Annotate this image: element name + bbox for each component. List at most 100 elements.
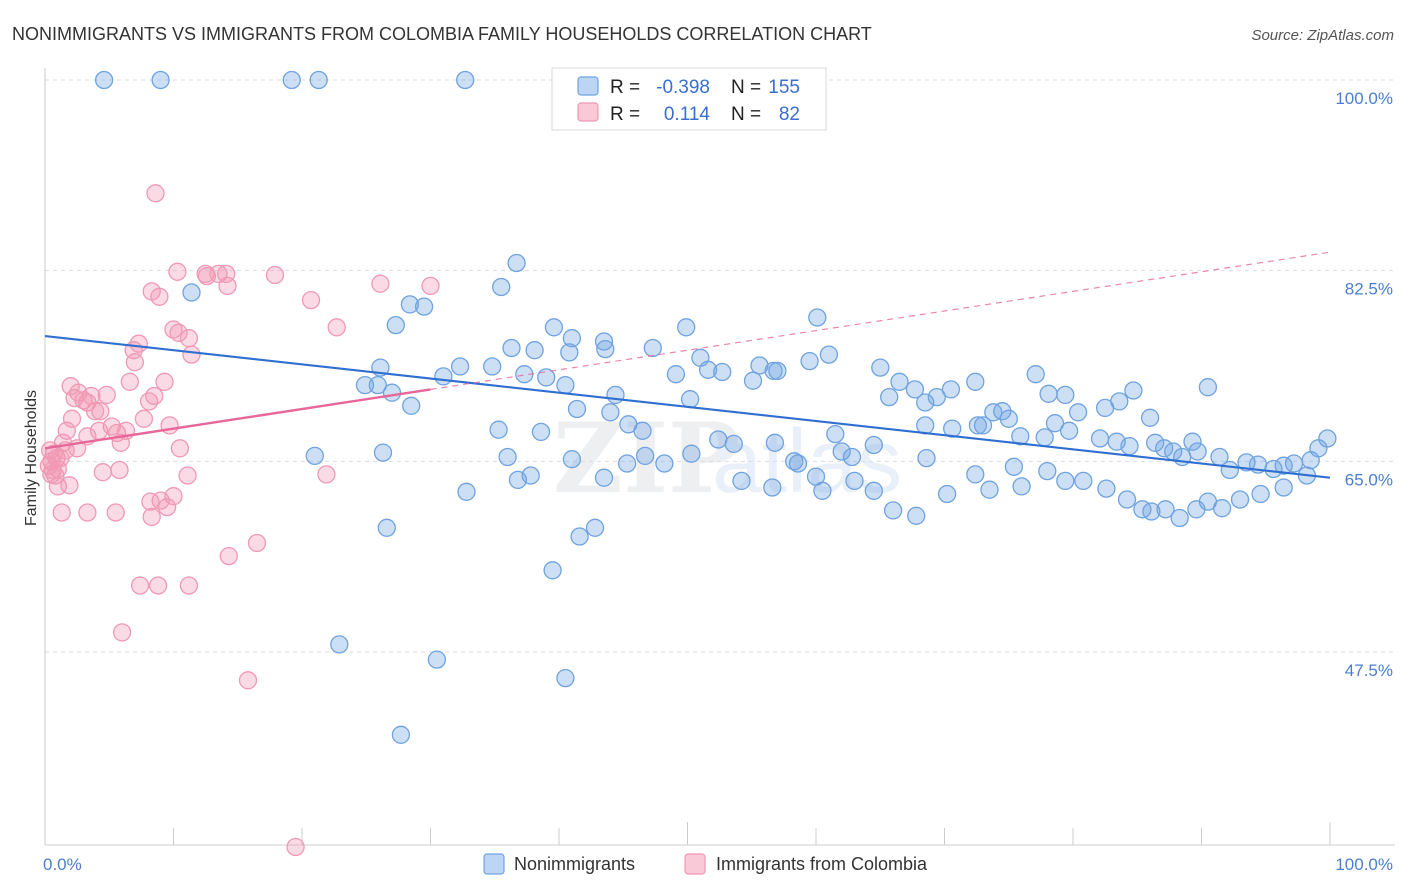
legend-label-nonimmigrants: Nonimmigrants bbox=[514, 854, 635, 874]
immigrant-point-65 bbox=[164, 487, 183, 506]
nonimmigrant-point-115 bbox=[1012, 477, 1031, 496]
y-tick-labels: 47.5% 65.0% 82.5% 100.0% bbox=[1335, 89, 1393, 680]
immigrant-point-72 bbox=[130, 576, 150, 595]
nonimmigrant-point-47 bbox=[966, 372, 985, 391]
nonimmigrant-point-144 bbox=[806, 467, 826, 486]
y-axis-label: Family Households bbox=[23, 390, 40, 526]
immigrant-point-64 bbox=[157, 497, 177, 517]
watermark-atlas: atlas bbox=[712, 412, 902, 512]
nonimmigrant-point-108 bbox=[864, 481, 883, 500]
legend-swatch-immigrants bbox=[684, 853, 706, 875]
immigrant-point-74 bbox=[179, 576, 199, 595]
nonimmigrant-point-155 bbox=[391, 725, 411, 744]
nonimmigrant-point-146 bbox=[864, 435, 883, 455]
nonimmigrant-point-58 bbox=[999, 409, 1018, 428]
nonimmigrant-point-67 bbox=[1035, 428, 1054, 447]
nonimmigrant-point-132 bbox=[305, 446, 324, 466]
nonimmigrant-point-94 bbox=[489, 420, 508, 439]
nonimmigrant-point-150 bbox=[585, 518, 605, 537]
nonimmigrant-point-36 bbox=[743, 371, 763, 390]
nonimmigrant-point-56 bbox=[1198, 378, 1218, 397]
nonimmigrant-point-99 bbox=[655, 454, 674, 473]
nonimmigrant-point-135 bbox=[402, 396, 421, 415]
x-tick-label-1: 100.0% bbox=[1335, 855, 1393, 874]
immigrant-point-49 bbox=[209, 264, 228, 284]
nonimmigrant-point-153 bbox=[427, 650, 447, 669]
nonimmigrant-point-119 bbox=[1097, 479, 1116, 498]
immigrant-point-24 bbox=[97, 385, 116, 405]
immigrant-point-68 bbox=[78, 503, 97, 522]
x-tick-labels: 0.0% 100.0% bbox=[43, 855, 1393, 874]
nonimmigrant-point-93 bbox=[567, 399, 587, 419]
nonimmigrant-point-101 bbox=[617, 454, 637, 473]
nonimmigrant-point-130 bbox=[1274, 478, 1293, 497]
immigrant-point-58 bbox=[93, 463, 112, 482]
nonimmigrant-point-2 bbox=[282, 70, 301, 90]
nonimmigrant-point-66 bbox=[1059, 421, 1079, 440]
nonimmigrant-point-61 bbox=[973, 416, 993, 435]
stats-r-value-1: -0.398 bbox=[656, 77, 710, 98]
nonimmigrant-point-57 bbox=[1011, 427, 1030, 446]
nonimmigrant-point-148 bbox=[377, 518, 396, 537]
trend-line-nonimmigrants bbox=[44, 334, 1331, 479]
immigrant-point-15 bbox=[62, 409, 82, 428]
nonimmigrant-point-123 bbox=[1156, 500, 1175, 519]
nonimmigrant-point-152 bbox=[330, 635, 349, 654]
immigrant-point-36 bbox=[155, 372, 174, 391]
immigrant-point-66 bbox=[142, 507, 161, 527]
immigrant-point-77 bbox=[112, 623, 132, 642]
nonimmigrant-point-48 bbox=[1026, 365, 1045, 384]
nonimmigrant-point-100 bbox=[562, 450, 582, 469]
nonimmigrant-point-87 bbox=[606, 385, 625, 405]
nonimmigrant-point-24 bbox=[434, 367, 453, 386]
nonimmigrant-point-109 bbox=[883, 501, 903, 520]
nonimmigrant-point-114 bbox=[1004, 457, 1024, 476]
nonimmigrant-point-14 bbox=[502, 338, 521, 358]
zipatlas-watermark: ZIP atlas bbox=[553, 402, 902, 515]
immigrant-point-78 bbox=[238, 671, 258, 690]
legend-swatch-nonimmigrants bbox=[483, 853, 505, 875]
nonimmigrant-point-89 bbox=[556, 375, 575, 395]
nonimmigrant-point-151 bbox=[543, 561, 562, 580]
y-tick-label-0: 47.5% bbox=[1345, 661, 1393, 680]
immigrant-point-35 bbox=[145, 386, 164, 406]
nonimmigrant-point-136 bbox=[635, 446, 655, 466]
nonimmigrant-point-104 bbox=[845, 471, 864, 491]
nonimmigrant-point-141 bbox=[785, 452, 804, 471]
bottom-legend: Nonimmigrants Immigrants from Colombia bbox=[483, 853, 928, 875]
nonimmigrant-point-6 bbox=[492, 277, 511, 297]
nonimmigrant-point-1 bbox=[151, 70, 170, 90]
nonimmigrant-point-40 bbox=[871, 358, 890, 377]
immigrant-point-52 bbox=[421, 276, 440, 296]
nonimmigrant-point-18 bbox=[450, 357, 470, 376]
nonimmigrant-point-149 bbox=[570, 527, 589, 546]
nonimmigrant-point-5 bbox=[182, 283, 201, 302]
nonimmigrant-point-68 bbox=[1090, 429, 1110, 448]
nonimmigrant-point-22 bbox=[368, 375, 387, 395]
nonimmigrant-point-111 bbox=[937, 484, 957, 504]
nonimmigrant-point-42 bbox=[880, 387, 899, 407]
immigrant-point-51 bbox=[371, 274, 390, 293]
nonimmigrant-point-118 bbox=[1074, 471, 1093, 491]
stats-swatch-immigrants bbox=[577, 102, 599, 122]
nonimmigrant-point-95 bbox=[531, 422, 551, 442]
nonimmigrant-point-70 bbox=[1120, 436, 1139, 456]
nonimmigrant-point-127 bbox=[1212, 499, 1232, 518]
trend-line-immigrants bbox=[44, 388, 431, 450]
immigrant-point-79 bbox=[286, 837, 305, 857]
immigrant-point-23 bbox=[91, 402, 110, 421]
nonimmigrant-point-26 bbox=[537, 368, 556, 387]
immigrant-point-61 bbox=[170, 439, 190, 458]
trend-lines bbox=[44, 251, 1331, 479]
nonimmigrant-point-138 bbox=[724, 434, 743, 454]
immigrant-point-13 bbox=[48, 459, 68, 479]
nonimmigrant-point-78 bbox=[1220, 460, 1239, 480]
nonimmigrant-point-55 bbox=[1140, 408, 1160, 427]
immigrant-point-21 bbox=[82, 386, 101, 406]
nonimmigrant-point-92 bbox=[619, 415, 638, 434]
nonimmigrant-point-76 bbox=[1188, 442, 1207, 461]
stats-n-label-2: N = bbox=[731, 104, 761, 125]
nonimmigrant-point-86 bbox=[1318, 429, 1337, 448]
nonimmigrant-point-3 bbox=[309, 70, 328, 90]
